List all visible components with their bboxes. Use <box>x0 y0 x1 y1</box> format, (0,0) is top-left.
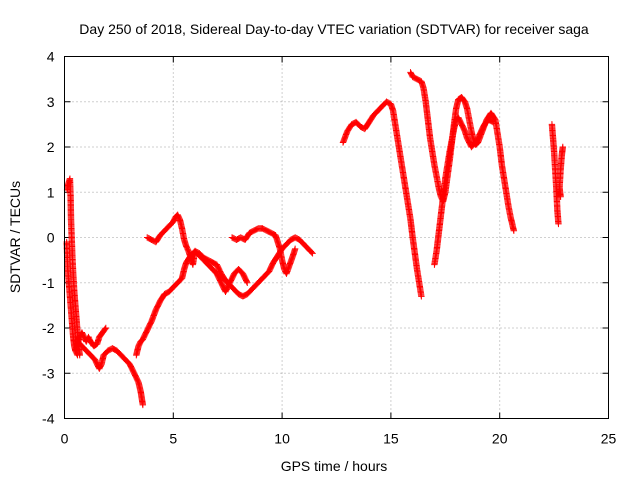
data-point <box>139 401 147 409</box>
y-tick-label: -4 <box>42 411 55 427</box>
data-point <box>101 325 109 333</box>
data-point <box>557 193 564 200</box>
y-tick-label: -2 <box>42 320 55 336</box>
data-point <box>244 279 251 286</box>
data-point <box>488 118 496 125</box>
y-tick-label: -1 <box>42 275 55 291</box>
data-point <box>102 324 110 332</box>
data-point <box>510 227 518 234</box>
y-tick-label: 1 <box>47 184 55 200</box>
data-point <box>418 293 425 300</box>
x-tick-label: 5 <box>169 431 177 447</box>
data-point <box>243 278 250 285</box>
y-tick-label: 2 <box>47 139 55 155</box>
data-point <box>309 250 316 257</box>
x-tick-label: 20 <box>492 431 508 447</box>
x-axis-label: GPS time / hours <box>281 458 388 474</box>
data-point <box>308 249 315 256</box>
x-tick-label: 15 <box>383 431 399 447</box>
data-points <box>63 69 567 409</box>
y-axis-label: SDTVAR / TECUs <box>7 181 23 293</box>
y-tick-label: 4 <box>47 49 55 65</box>
x-tick-labels: 0 5 10 15 20 25 <box>61 431 617 447</box>
x-tick-label: 0 <box>61 431 69 447</box>
data-point <box>291 245 299 253</box>
x-tick-label: 25 <box>601 431 617 447</box>
data-point <box>489 118 497 126</box>
y-tick-label: -3 <box>42 365 55 381</box>
data-point <box>555 220 562 228</box>
data-point <box>74 351 81 359</box>
plot-frame <box>64 56 609 419</box>
y-tick-label: 3 <box>47 94 55 110</box>
chart-title: Day 250 of 2018, Sidereal Day-to-day VTE… <box>79 21 589 37</box>
y-tick-label: 0 <box>47 230 55 246</box>
y-tick-labels: -4 -3 -2 -1 0 1 2 3 4 <box>42 49 55 427</box>
data-point <box>73 350 81 358</box>
x-tick-label: 10 <box>274 431 290 447</box>
grid-lines <box>64 56 609 419</box>
